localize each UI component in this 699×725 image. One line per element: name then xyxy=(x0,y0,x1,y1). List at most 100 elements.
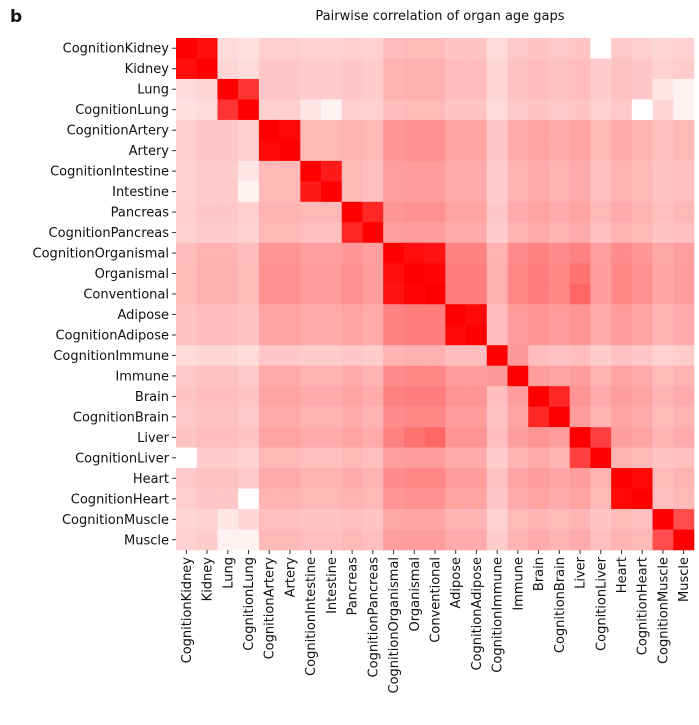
heatmap-cell xyxy=(383,509,405,530)
heatmap-cell xyxy=(300,324,322,346)
heatmap-cell xyxy=(176,447,198,469)
heatmap-cell xyxy=(673,427,695,448)
heatmap-cell xyxy=(507,119,529,141)
heatmap-cell xyxy=(528,119,550,141)
heatmap-cell xyxy=(258,304,280,326)
heatmap-cell xyxy=(673,386,695,407)
x-tick-label: Brain xyxy=(532,557,547,591)
heatmap-cell xyxy=(196,242,218,264)
heatmap-cell xyxy=(341,468,363,489)
heatmap-cell xyxy=(341,201,363,223)
heatmap-cell xyxy=(486,242,508,264)
heatmap-cell xyxy=(279,222,301,244)
heatmap-cell xyxy=(569,263,591,285)
heatmap-cell xyxy=(652,386,674,407)
heatmap-cell xyxy=(196,38,218,59)
heatmap-cell xyxy=(611,201,633,223)
heatmap-cell xyxy=(528,345,550,366)
heatmap-cell xyxy=(569,427,591,448)
x-tick-label: CognitionLiver xyxy=(594,556,609,651)
heatmap-cell xyxy=(548,324,570,346)
heatmap-cell xyxy=(321,529,343,551)
heatmap-cell xyxy=(611,365,633,387)
heatmap-cell xyxy=(176,99,198,121)
heatmap-cell xyxy=(611,529,633,551)
heatmap-cell xyxy=(507,406,529,428)
heatmap-cell xyxy=(507,365,529,387)
heatmap-cell xyxy=(300,468,322,489)
heatmap-cell xyxy=(548,468,570,489)
x-tick-label: CognitionLung xyxy=(242,557,257,651)
heatmap-cell xyxy=(217,447,239,469)
heatmap-cell xyxy=(548,119,570,141)
heatmap-cell xyxy=(300,119,322,141)
heatmap-cell xyxy=(362,447,384,469)
heatmap-cell xyxy=(507,509,529,530)
heatmap-cell xyxy=(196,406,218,428)
heatmap-cell xyxy=(486,58,508,80)
x-tick-label: CognitionImmune xyxy=(491,557,506,673)
heatmap-cell xyxy=(362,78,384,100)
heatmap-cell xyxy=(238,386,260,407)
heatmap-cell xyxy=(507,201,529,223)
heatmap-cell xyxy=(590,468,612,489)
heatmap-cell xyxy=(341,58,363,80)
heatmap-cell xyxy=(528,488,550,510)
heatmap-cell xyxy=(466,222,488,244)
heatmap-cell xyxy=(445,324,467,346)
heatmap-cell xyxy=(528,263,550,285)
heatmap-cell xyxy=(176,263,198,285)
heatmap-cell xyxy=(176,468,198,489)
heatmap-cell xyxy=(590,304,612,326)
heatmap-cell xyxy=(652,181,674,203)
heatmap-cell xyxy=(631,119,653,141)
heatmap-cell xyxy=(383,365,405,387)
heatmap-cell xyxy=(507,263,529,285)
heatmap-cell xyxy=(238,304,260,326)
heatmap-cell xyxy=(321,181,343,203)
heatmap-cell xyxy=(507,78,529,100)
heatmap-cell xyxy=(362,509,384,530)
heatmap-cell xyxy=(196,283,218,305)
heatmap-cell xyxy=(217,304,239,326)
heatmap-cell xyxy=(466,468,488,489)
heatmap-cell xyxy=(176,509,198,530)
heatmap-cell xyxy=(424,509,446,530)
heatmap-cell xyxy=(424,468,446,489)
heatmap-cell xyxy=(611,447,633,469)
heatmap-cell xyxy=(176,222,198,244)
heatmap-cell xyxy=(238,345,260,366)
heatmap-cell xyxy=(528,201,550,223)
y-tick-label: CognitionHeart xyxy=(71,492,169,507)
heatmap-cell xyxy=(196,427,218,448)
heatmap-cell xyxy=(238,283,260,305)
heatmap-cell xyxy=(631,140,653,162)
heatmap-cell xyxy=(383,181,405,203)
heatmap-cell xyxy=(362,140,384,162)
heatmap-cell xyxy=(486,488,508,510)
heatmap-cell xyxy=(673,263,695,285)
heatmap-cell xyxy=(424,304,446,326)
heatmap-cell xyxy=(569,78,591,100)
heatmap-cell xyxy=(445,38,467,59)
heatmap-cell xyxy=(258,468,280,489)
heatmap-cell xyxy=(403,201,425,223)
heatmap-cell xyxy=(403,78,425,100)
heatmap-cell xyxy=(569,58,591,80)
heatmap-cell xyxy=(445,468,467,489)
heatmap-cell xyxy=(507,304,529,326)
heatmap-cell xyxy=(217,324,239,346)
heatmap-cell xyxy=(341,242,363,264)
heatmap-cell xyxy=(445,99,467,121)
heatmap-cell xyxy=(548,406,570,428)
heatmap-cell xyxy=(486,324,508,346)
heatmap-cell xyxy=(362,283,384,305)
heatmap-cell xyxy=(321,119,343,141)
heatmap-cell xyxy=(300,140,322,162)
y-tick-label: CognitionKidney xyxy=(63,42,170,57)
heatmap-cell xyxy=(279,160,301,182)
heatmap-cell xyxy=(652,222,674,244)
heatmap-cell xyxy=(611,38,633,59)
heatmap-cell xyxy=(611,386,633,407)
heatmap-cell xyxy=(176,160,198,182)
